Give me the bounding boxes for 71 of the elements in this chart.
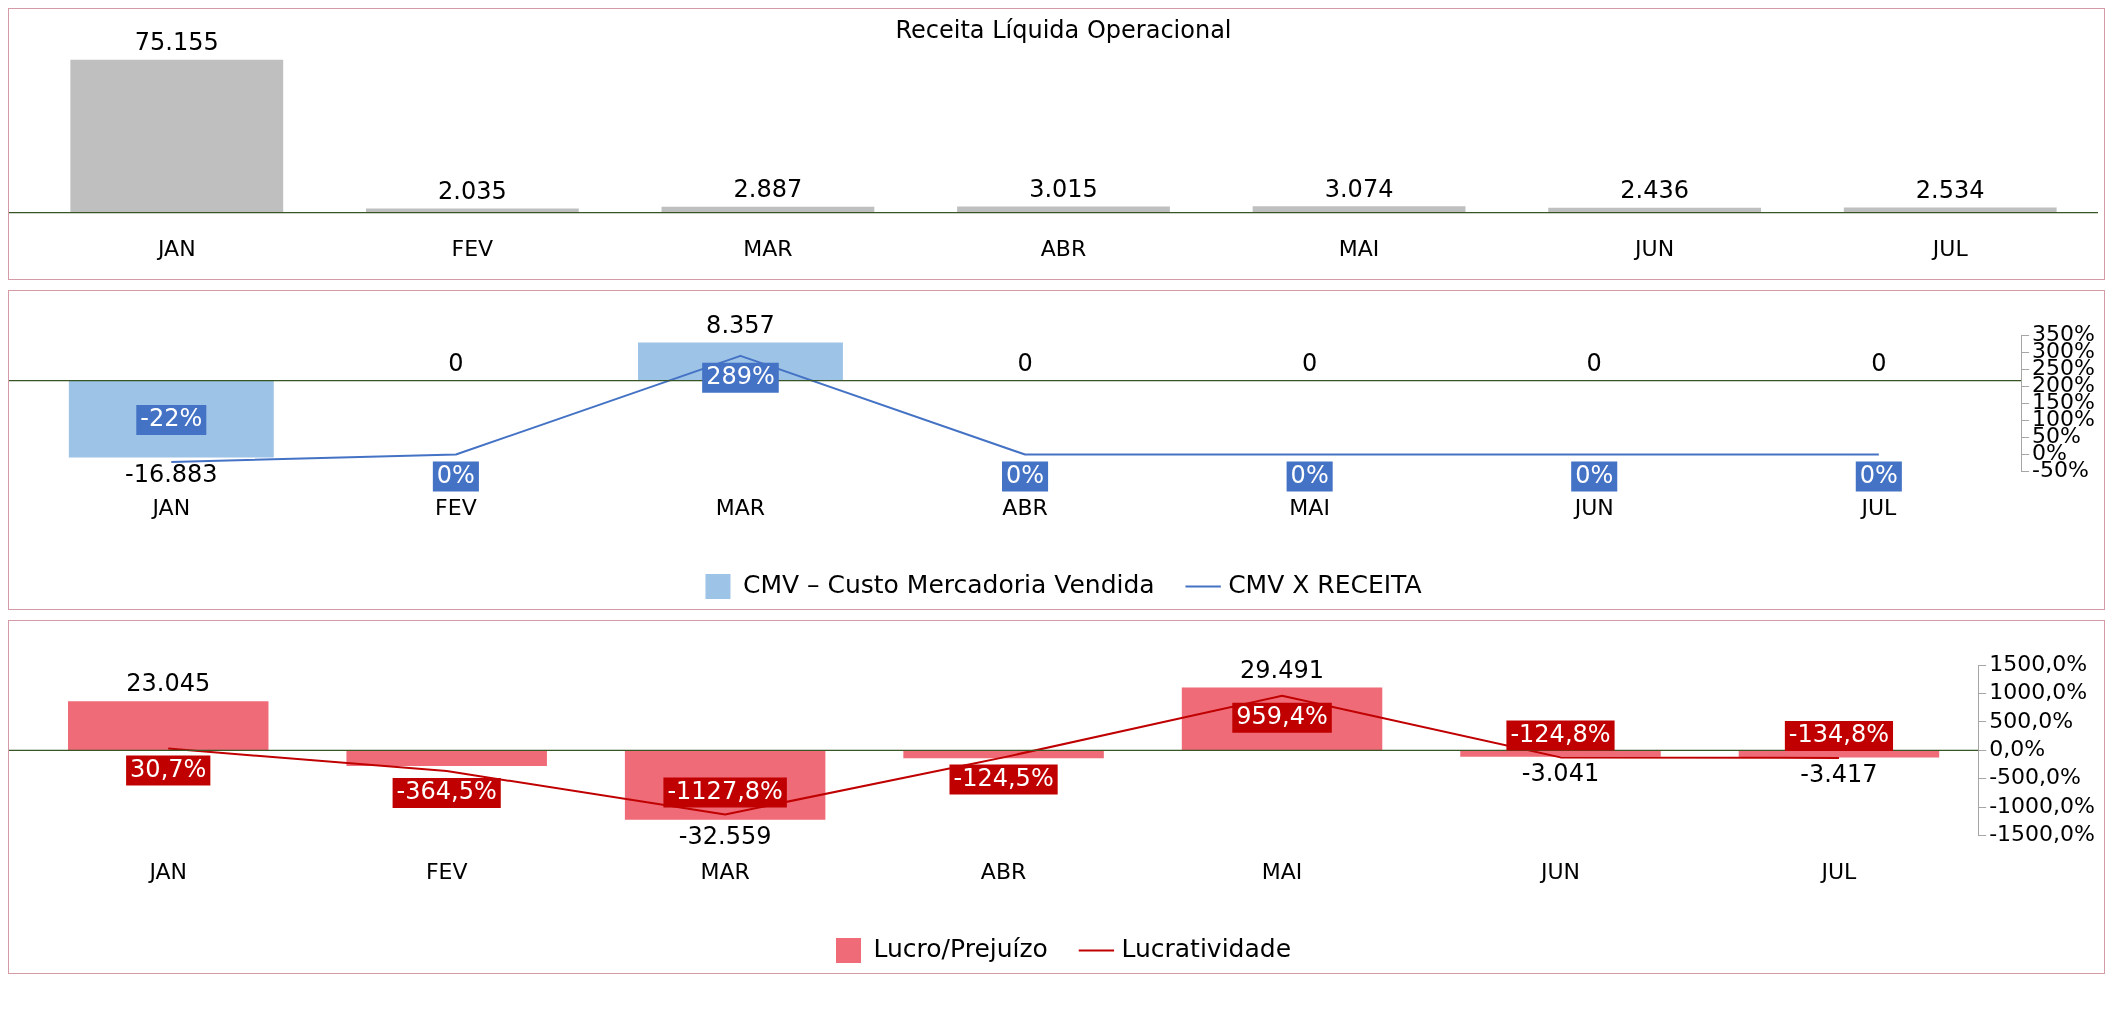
legend-label: Lucratividade — [1121, 934, 1292, 963]
data-label: -32.559 — [678, 821, 772, 850]
x-tick-label: MAI — [1261, 858, 1303, 884]
data-label: 2.534 — [1915, 175, 1985, 204]
x-tick-label: FEV — [425, 858, 468, 884]
y2-tick-label: 0,0% — [1989, 736, 2046, 762]
x-tick-label: MAR — [743, 235, 793, 261]
data-label: 959,4% — [1236, 701, 1328, 730]
bar — [70, 59, 284, 213]
y2-tick-label: -1000,0% — [1989, 792, 2096, 818]
y2-tick-label: -500,0% — [1989, 764, 2082, 790]
data-label: -134,8% — [1788, 720, 1890, 749]
data-label: 0 — [1586, 348, 1602, 377]
data-label: -3.417 — [1800, 759, 1878, 788]
data-label: 0% — [436, 460, 475, 489]
data-label: 2.887 — [733, 174, 803, 203]
data-label: 0 — [1871, 348, 1887, 377]
x-tick-label: JUN — [1633, 235, 1675, 261]
y2-tick-label: 1500,0% — [1989, 650, 2088, 676]
x-tick-label: FEV — [435, 494, 477, 520]
y2-tick-label: 500,0% — [1989, 707, 2074, 733]
data-label: 30,7% — [130, 754, 207, 783]
legend-label: CMV – Custo Mercadoria Vendida — [742, 570, 1155, 599]
bar — [1843, 207, 2057, 213]
data-label: 8.357 — [706, 310, 775, 339]
x-tick-label: JUL — [1859, 494, 1897, 520]
data-label: 2.035 — [438, 176, 507, 205]
x-tick-label: ABR — [1002, 494, 1048, 520]
legend-label: CMV X RECEITA — [1228, 570, 1422, 599]
x-tick-label: JAN — [150, 494, 191, 520]
data-label: 3.015 — [1029, 174, 1098, 203]
x-tick-label: ABR — [980, 858, 1027, 884]
x-tick-label: MAI — [1338, 235, 1380, 261]
data-label: 0% — [1290, 460, 1329, 489]
chart-title: Receita Líquida Operacional — [895, 15, 1232, 44]
data-label: -16.883 — [124, 459, 218, 488]
data-label: 0% — [1006, 460, 1045, 489]
data-label: 75.155 — [134, 27, 219, 56]
x-tick-label: FEV — [451, 235, 494, 261]
data-label: -364,5% — [396, 777, 497, 806]
data-label: 29.491 — [1240, 655, 1325, 684]
x-tick-label: JUN — [1572, 494, 1614, 520]
bar — [1252, 206, 1466, 213]
x-tick-label: MAR — [715, 494, 766, 520]
data-label: 0% — [1859, 460, 1898, 489]
x-tick-label: JUL — [1819, 858, 1858, 884]
data-label: 23.045 — [126, 669, 211, 698]
x-tick-label: MAI — [1289, 494, 1330, 520]
data-label: -22% — [140, 404, 203, 433]
x-tick-label: MAR — [700, 858, 750, 884]
data-label: 289% — [706, 362, 775, 391]
x-tick-label: JUN — [1538, 858, 1581, 884]
y2-tick-label: -1500,0% — [1989, 821, 2096, 847]
data-label: -124,5% — [953, 763, 1054, 792]
data-label: 0 — [448, 348, 464, 377]
legend-label: Lucro/Prejuízo — [873, 934, 1048, 963]
bar — [957, 206, 1170, 213]
data-label: -3.041 — [1521, 759, 1600, 788]
x-tick-label: ABR — [1040, 235, 1087, 261]
data-label: 3.074 — [1324, 174, 1394, 203]
x-tick-label: JAN — [155, 235, 196, 261]
data-label: 0 — [1017, 348, 1033, 377]
data-label: 0 — [1302, 348, 1318, 377]
data-label: -124,8% — [1510, 719, 1611, 748]
x-tick-label: JAN — [147, 858, 188, 884]
data-label: 0% — [1575, 460, 1614, 489]
y2-tick-label: 1000,0% — [1989, 679, 2088, 705]
x-tick-label: JUL — [1930, 235, 1969, 261]
data-label: -1127,8% — [667, 776, 783, 805]
bar — [365, 208, 579, 213]
data-label: 2.436 — [1620, 175, 1689, 204]
